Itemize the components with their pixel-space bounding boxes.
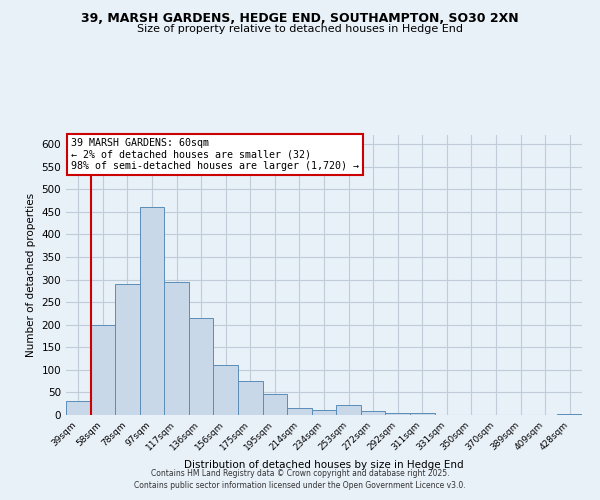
Text: Size of property relative to detached houses in Hedge End: Size of property relative to detached ho…	[137, 24, 463, 34]
Bar	[140, 208, 164, 415]
Text: Contains HM Land Registry data © Crown copyright and database right 2025.: Contains HM Land Registry data © Crown c…	[151, 468, 449, 477]
Y-axis label: Number of detached properties: Number of detached properties	[26, 193, 36, 357]
Bar	[361, 412, 385, 415]
Bar	[66, 402, 91, 415]
Bar	[164, 282, 189, 415]
Text: 39 MARSH GARDENS: 60sqm
← 2% of detached houses are smaller (32)
98% of semi-det: 39 MARSH GARDENS: 60sqm ← 2% of detached…	[71, 138, 359, 171]
Bar	[263, 394, 287, 415]
Bar	[336, 405, 361, 415]
X-axis label: Distribution of detached houses by size in Hedge End: Distribution of detached houses by size …	[184, 460, 464, 470]
Bar	[287, 408, 312, 415]
Bar	[312, 410, 336, 415]
Text: 39, MARSH GARDENS, HEDGE END, SOUTHAMPTON, SO30 2XN: 39, MARSH GARDENS, HEDGE END, SOUTHAMPTO…	[81, 12, 519, 26]
Bar	[214, 366, 238, 415]
Bar	[385, 413, 410, 415]
Bar	[115, 284, 140, 415]
Bar	[410, 412, 434, 415]
Bar	[91, 324, 115, 415]
Bar	[189, 318, 214, 415]
Bar	[238, 381, 263, 415]
Text: Contains public sector information licensed under the Open Government Licence v3: Contains public sector information licen…	[134, 481, 466, 490]
Bar	[557, 414, 582, 415]
